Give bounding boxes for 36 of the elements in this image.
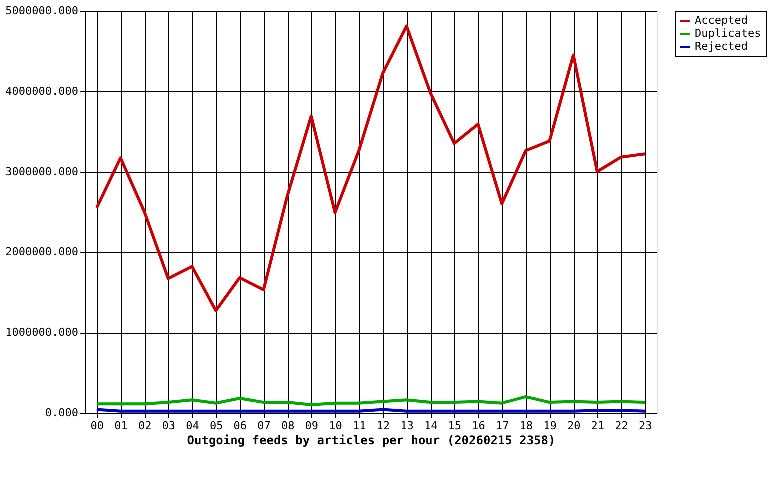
- legend-label: Rejected: [695, 40, 748, 53]
- line-series: [95, 395, 647, 406]
- y-tick-label: 5000000.000: [6, 4, 78, 18]
- x-tick-label: 00: [90, 420, 104, 432]
- x-axis-title: Outgoing feeds by articles per hour (20260215 2358): [187, 434, 556, 448]
- x-tick-label: 19: [544, 420, 557, 432]
- x-tick-label: 14: [424, 420, 438, 432]
- x-tick-label: 06: [234, 420, 248, 432]
- x-tick-label: 21: [591, 420, 605, 432]
- x-tick-label: 02: [138, 420, 152, 432]
- x-tick-label: 07: [258, 420, 271, 432]
- x-tick-label: 04: [186, 420, 200, 432]
- x-tick-label: 09: [305, 420, 319, 432]
- x-tick-label: 08: [281, 420, 295, 432]
- x-tick-label: 20: [567, 420, 581, 432]
- legend-label: Accepted: [695, 14, 748, 27]
- y-tick-label: 0.000: [45, 406, 78, 420]
- legend-label: Duplicates: [695, 27, 762, 40]
- x-tick-label: 15: [448, 420, 462, 432]
- y-tick-label: 4000000.000: [6, 84, 78, 98]
- x-tick-label: 11: [352, 420, 366, 432]
- x-tick-label: 12: [376, 420, 390, 432]
- x-tick-label: 16: [472, 420, 486, 432]
- x-tick-label: 05: [210, 420, 224, 432]
- x-tick-label: 17: [496, 420, 510, 432]
- x-tick-label: 18: [520, 420, 534, 432]
- x-tick-label: 10: [329, 420, 342, 432]
- y-tick-label: 2000000.000: [6, 246, 78, 259]
- x-tick-label: 01: [114, 420, 128, 432]
- y-tick-label: 1000000.000: [6, 326, 78, 340]
- line-series: [95, 24, 647, 312]
- x-tick-label: 03: [162, 420, 176, 432]
- x-tick-label: 13: [400, 420, 414, 432]
- y-tick-label: 3000000.000: [6, 165, 78, 178]
- x-tick-label: 23: [638, 420, 652, 432]
- x-tick-label: 22: [615, 420, 628, 432]
